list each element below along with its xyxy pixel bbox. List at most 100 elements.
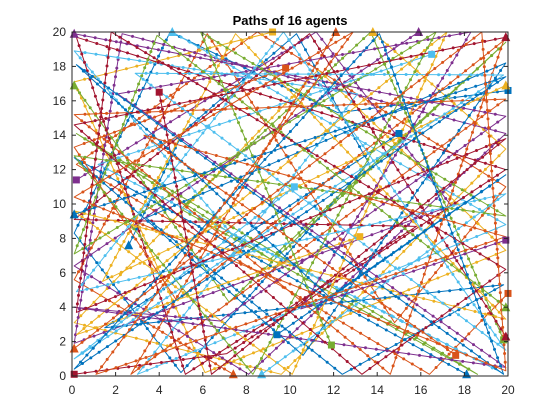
path-step-dot [352, 60, 356, 64]
path-step-dot [152, 258, 156, 261]
path-step-dot [205, 210, 209, 214]
path-step-dot [373, 47, 377, 51]
path-step-dot [166, 248, 170, 251]
path-step-dot [437, 290, 441, 294]
path-step-dot [214, 154, 218, 157]
path-step-dot [167, 290, 171, 294]
path-step-dot [356, 65, 360, 69]
path-step-dot [437, 120, 441, 124]
path-step-dot [295, 279, 299, 283]
path-step-dot [127, 250, 131, 254]
path-step-dot [440, 314, 444, 318]
path-step-dot [454, 91, 458, 95]
path-step-dot [326, 91, 330, 95]
path-step-dot [164, 349, 168, 353]
path-step-dot [454, 109, 458, 112]
path-step-dot [359, 164, 363, 168]
path-step-dot [347, 306, 351, 310]
path-step-dot [211, 216, 215, 220]
path-step-dot [403, 117, 407, 121]
path-step-dot [499, 299, 503, 303]
path-step-dot [366, 157, 370, 161]
path-step-dot [98, 280, 102, 284]
path-step-dot [111, 211, 115, 215]
path-step-dot [403, 224, 407, 228]
path-step-dot [395, 256, 399, 260]
path-step-dot [219, 162, 223, 166]
path-step-dot [272, 318, 276, 322]
path-step-dot [396, 168, 400, 172]
path-step-dot [477, 174, 481, 178]
path-step-dot [298, 356, 302, 360]
path-step-dot [260, 33, 264, 37]
path-step-dot [110, 325, 114, 329]
path-step-dot [187, 346, 191, 350]
path-step-dot [295, 327, 299, 331]
path-step-dot [369, 197, 373, 201]
path-step-dot [463, 235, 467, 239]
path-step-dot [135, 298, 139, 302]
path-step-dot [357, 225, 361, 229]
path-step-dot [393, 352, 397, 356]
path-step-dot [456, 302, 460, 306]
path-step-dot [236, 211, 240, 215]
path-step-dot [289, 161, 293, 165]
path-step-dot [78, 285, 81, 289]
path-step-dot [327, 88, 330, 92]
path-step-dot [400, 245, 403, 249]
path-step-dot [445, 345, 449, 349]
path-step-dot [114, 114, 118, 118]
path-step-dot [464, 94, 467, 98]
path-step-dot [431, 347, 435, 351]
path-step-dot [501, 325, 505, 329]
path-step-dot [232, 333, 236, 337]
path-step-dot [417, 115, 421, 119]
path-step-dot [153, 115, 157, 119]
path-step-dot [347, 110, 351, 114]
path-step-dot [447, 85, 451, 89]
path-step-dot [199, 256, 203, 260]
path-step-dot [225, 360, 229, 364]
path-step-dot [81, 259, 85, 263]
path-step-dot [488, 326, 492, 329]
path-step-dot [495, 218, 499, 222]
path-step-dot [289, 138, 293, 142]
path-step-dot [369, 92, 373, 96]
path-step-dot [316, 334, 320, 338]
path-step-dot [356, 136, 360, 140]
path-step-dot [252, 249, 256, 253]
path-step-dot [218, 350, 222, 354]
path-step-dot [250, 136, 254, 140]
path-step-dot [94, 218, 98, 222]
path-step-dot [243, 301, 247, 305]
path-step-dot [401, 272, 405, 276]
path-step-dot [143, 349, 147, 353]
path-step-dot [215, 47, 219, 51]
path-step-dot [412, 269, 416, 273]
path-step-dot [325, 80, 329, 84]
agent-path-16 [73, 32, 507, 375]
path-step-dot [387, 184, 391, 188]
path-step-dot [409, 85, 413, 89]
path-step-dot [371, 165, 375, 169]
path-step-dot [340, 293, 344, 297]
path-step-dot [143, 119, 147, 123]
path-step-dot [441, 190, 445, 194]
path-step-dot [132, 212, 136, 216]
path-step-dot [110, 275, 114, 279]
path-step-dot [163, 208, 167, 212]
path-step-dot [166, 301, 169, 305]
path-step-dot [471, 63, 475, 67]
path-step-dot [412, 220, 415, 224]
agent-end-marker [282, 64, 290, 72]
path-step-dot [172, 220, 175, 223]
path-step-dot [132, 193, 136, 197]
path-step-dot [150, 181, 154, 185]
path-step-dot [244, 154, 248, 158]
path-step-dot [277, 159, 281, 163]
path-step-dot [472, 325, 476, 329]
path-step-dot [434, 172, 438, 176]
path-step-dot [87, 136, 91, 140]
path-step-dot [463, 201, 467, 205]
path-step-dot [316, 238, 320, 242]
